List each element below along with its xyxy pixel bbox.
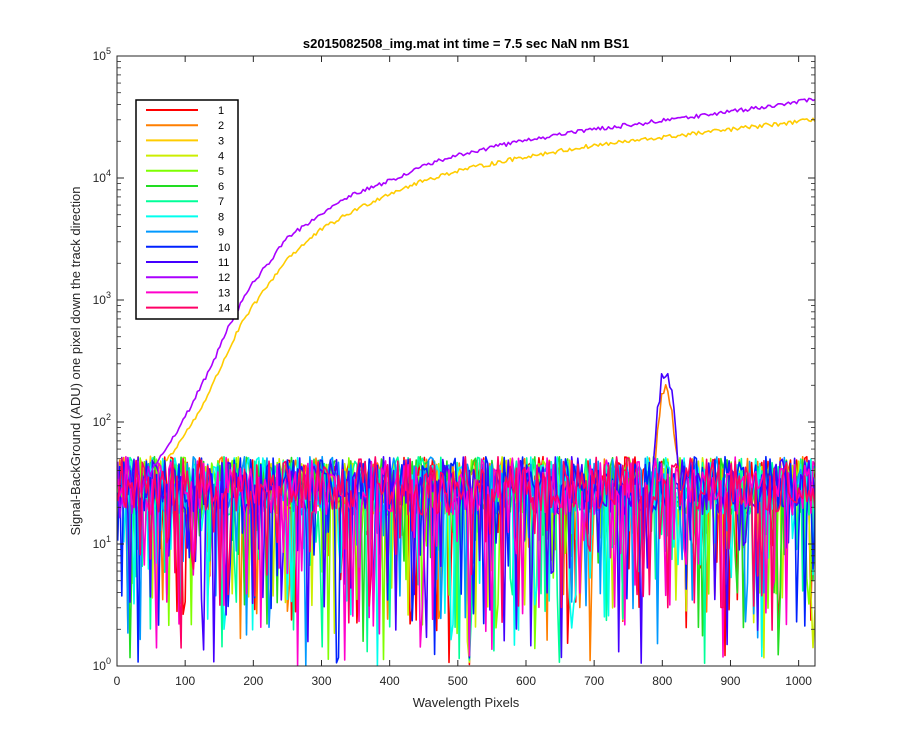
x-tick-label: 800 [652, 674, 672, 688]
y-tick-label: 103 [93, 290, 111, 307]
legend-entry-4[interactable]: 4 [146, 151, 224, 163]
y-tick-label: 100 [93, 656, 111, 673]
y-tick-label: 101 [93, 534, 111, 551]
legend-label: 5 [218, 166, 224, 178]
legend-entry-14[interactable]: 14 [146, 303, 230, 315]
y-tick-label: 105 [93, 46, 111, 63]
legend-box [135, 99, 239, 320]
legend-label: 11 [218, 257, 229, 269]
legend-label: 6 [218, 181, 224, 193]
x-tick-label: 200 [243, 674, 263, 688]
legend-entry-1[interactable]: 1 [146, 105, 224, 117]
x-tick-label: 400 [380, 674, 400, 688]
legend-label: 7 [218, 196, 224, 208]
axes-box [116, 55, 816, 667]
legend-entry-10[interactable]: 10 [146, 242, 230, 254]
x-tick-label: 100 [175, 674, 195, 688]
legend-entry-9[interactable]: 9 [146, 227, 224, 239]
x-tick-label: 1000 [785, 674, 812, 688]
legend-label: 9 [218, 227, 224, 239]
legend-entry-2[interactable]: 2 [146, 120, 224, 132]
x-tick-label: 600 [516, 674, 536, 688]
x-tick-label: 900 [720, 674, 740, 688]
legend-entry-13[interactable]: 13 [146, 287, 230, 299]
series-layer [117, 97, 815, 666]
legend-label: 10 [218, 242, 230, 254]
legend-entry-8[interactable]: 8 [146, 211, 224, 223]
legend-entry-12[interactable]: 12 [146, 272, 230, 284]
legend-label: 2 [218, 120, 224, 132]
chart-title: s2015082508_img.mat int time = 7.5 sec N… [303, 36, 629, 51]
series-line-14 [117, 455, 815, 649]
y-tick-label: 102 [93, 412, 111, 429]
series-line-13 [117, 455, 815, 666]
legend-entry-7[interactable]: 7 [146, 196, 224, 208]
legend-label: 8 [218, 211, 224, 223]
legend-entry-6[interactable]: 6 [146, 181, 224, 193]
x-tick-label: 0 [114, 674, 121, 688]
x-axis: 0 100 200 300 400 500 600 700 800 900 1000 [114, 56, 812, 688]
legend-label: 3 [218, 135, 224, 147]
legend-entry-3[interactable]: 3 [146, 135, 224, 147]
x-tick-label: 700 [584, 674, 604, 688]
x-tick-label: 500 [448, 674, 468, 688]
y-axis-label: Signal-BackGround (ADU) one pixel down t… [68, 186, 83, 535]
legend-entry-5[interactable]: 5 [146, 166, 224, 178]
x-axis-label: Wavelength Pixels [413, 695, 520, 710]
legend-label: 4 [218, 151, 224, 163]
legend-label: 1 [218, 105, 224, 117]
series-line-3 [117, 117, 815, 514]
legend-label: 12 [218, 272, 230, 284]
y-tick-label: 104 [93, 168, 111, 185]
legend-label: 13 [218, 287, 230, 299]
x-tick-label: 300 [311, 674, 331, 688]
legend-label: 14 [218, 303, 230, 315]
legend-entry-11[interactable]: 11 [146, 257, 229, 269]
